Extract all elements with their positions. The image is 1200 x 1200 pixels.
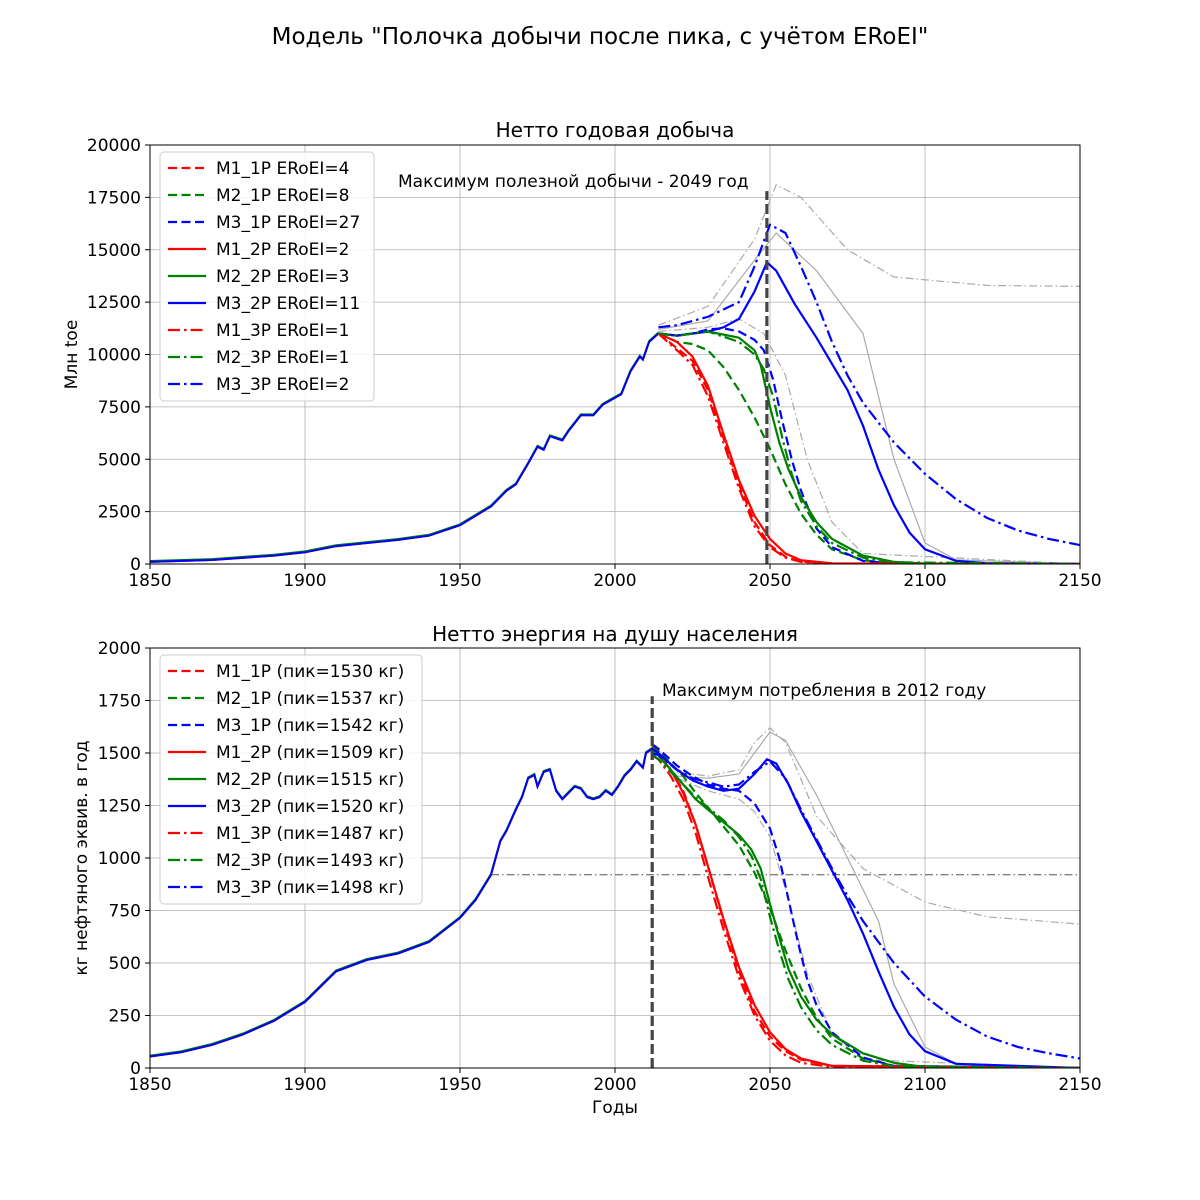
x-tick-label: 1900 <box>283 1075 326 1095</box>
series-line <box>658 330 1080 564</box>
chart-net-energy-per-capita: 1850 1900 1950 2000 2050 2100 2150 0 250 500 750 10… <box>72 622 1102 1118</box>
legend-entry: M2_2P (пик=1515 кг) <box>216 770 404 790</box>
reference-line <box>657 731 1080 1068</box>
history-line <box>150 332 660 563</box>
y-tick-label: 500 <box>109 954 141 974</box>
y-tick-label: 1750 <box>98 692 141 712</box>
y-tick-label: 2500 <box>98 503 141 523</box>
legend-box <box>159 151 375 402</box>
x-tick-label: 2100 <box>903 571 946 591</box>
x-tick-label: 2150 <box>1058 571 1101 591</box>
series-line <box>651 752 1080 1060</box>
legend-entry: M2_1P (пик=1537 кг) <box>216 689 404 709</box>
y-tick-label: 1500 <box>98 744 141 764</box>
figure-title: Модель "Полочка добычи после пика, с учё… <box>272 24 929 50</box>
y-tick-label: 20000 <box>87 136 141 156</box>
series-line <box>658 327 1080 564</box>
legend-entry: M3_2P ERoEI=11 <box>216 294 360 314</box>
legend-entry: M1_2P (пик=1509 кг) <box>216 743 404 763</box>
reference-line <box>658 318 1080 564</box>
y-tick-label: 250 <box>109 1007 141 1027</box>
reference-line <box>658 183 1080 326</box>
y-tick-label: 0 <box>130 555 141 575</box>
chart-title: Нетто энергия на душу населения <box>432 622 798 646</box>
y-tick-label: 12500 <box>87 293 141 313</box>
legend-entry: M2_1P ERoEI=8 <box>216 186 349 206</box>
history-line <box>150 747 659 1058</box>
x-axis-label: Годы <box>592 1098 638 1118</box>
legend-box <box>159 654 423 905</box>
y-axis-label: Млн toe <box>62 320 82 390</box>
series-line <box>651 744 1080 1068</box>
x-tick-label: 1950 <box>438 571 481 591</box>
y-tick-label: 17500 <box>87 188 141 208</box>
series-line <box>657 332 1080 564</box>
series-line <box>658 261 1080 564</box>
x-tick-label: 1850 <box>128 1075 171 1095</box>
legend-entry: M2_3P ERoEI=1 <box>216 348 349 368</box>
legend-entry: M1_3P ERoEI=1 <box>216 321 349 341</box>
reference-line <box>658 232 1080 564</box>
legend-entry: M3_1P ERoEI=27 <box>216 213 360 233</box>
legend-entry: M3_3P (пик=1498 кг) <box>216 878 404 898</box>
legend-entry: M1_1P ERoEI=4 <box>216 159 349 179</box>
x-tick-label: 1950 <box>438 1075 481 1095</box>
x-tick-label: 2050 <box>748 571 791 591</box>
series-line <box>651 753 1080 1068</box>
legend-entry: M1_1P (пик=1530 кг) <box>216 662 404 682</box>
series-line <box>657 332 1080 564</box>
y-tick-label: 750 <box>109 902 141 922</box>
series-line <box>658 223 1080 547</box>
legend-entry: M3_3P ERoEI=2 <box>216 375 349 395</box>
series-line <box>651 747 1080 1068</box>
legend-entry: M3_2P (пик=1520 кг) <box>216 797 404 817</box>
peak-annotation: Максимум полезной добычи - 2049 год <box>398 172 749 192</box>
plot-area <box>150 183 1080 564</box>
y-tick-label: 1000 <box>98 849 141 869</box>
chart-net-annual-production: 1850 1900 1950 2000 2050 2100 2150 0 2500 5000 750… <box>62 118 1102 591</box>
y-tick-label: 15000 <box>87 241 141 261</box>
x-tick-label: 1850 <box>128 571 171 591</box>
reference-line <box>657 756 1080 1068</box>
legend-entry: M2_3P (пик=1493 кг) <box>216 851 404 871</box>
series-line <box>651 754 1080 1068</box>
series-line <box>658 330 1080 564</box>
y-tick-label: 10000 <box>87 346 141 366</box>
x-tick-label: 1900 <box>283 571 326 591</box>
x-tick-label: 2000 <box>593 571 636 591</box>
x-tick-label: 2100 <box>903 1075 946 1095</box>
series-line <box>657 332 1080 564</box>
chart-title: Нетто годовая добыча <box>496 118 735 142</box>
y-tick-label: 5000 <box>98 450 141 470</box>
legend-entry: M3_1P (пик=1542 кг) <box>216 716 404 736</box>
reference-line <box>657 726 1080 925</box>
y-tick-label: 0 <box>130 1059 141 1079</box>
plot-area <box>150 696 1080 1068</box>
y-tick-label: 7500 <box>98 398 141 418</box>
legend-entry: M1_2P ERoEI=2 <box>216 240 349 260</box>
y-tick-label: 2000 <box>98 639 141 659</box>
peak-annotation: Максимум потребления в 2012 году <box>662 681 986 701</box>
y-axis-label: кг нефтяного эквив. в год <box>72 740 92 975</box>
legend-entry: M1_3P (пик=1487 кг) <box>216 824 404 844</box>
legend-entry: M2_2P ERoEI=3 <box>216 267 349 287</box>
x-tick-label: 2050 <box>748 1075 791 1095</box>
x-tick-label: 2150 <box>1058 1075 1101 1095</box>
x-tick-label: 2000 <box>593 1075 636 1095</box>
y-tick-label: 1250 <box>98 797 141 817</box>
